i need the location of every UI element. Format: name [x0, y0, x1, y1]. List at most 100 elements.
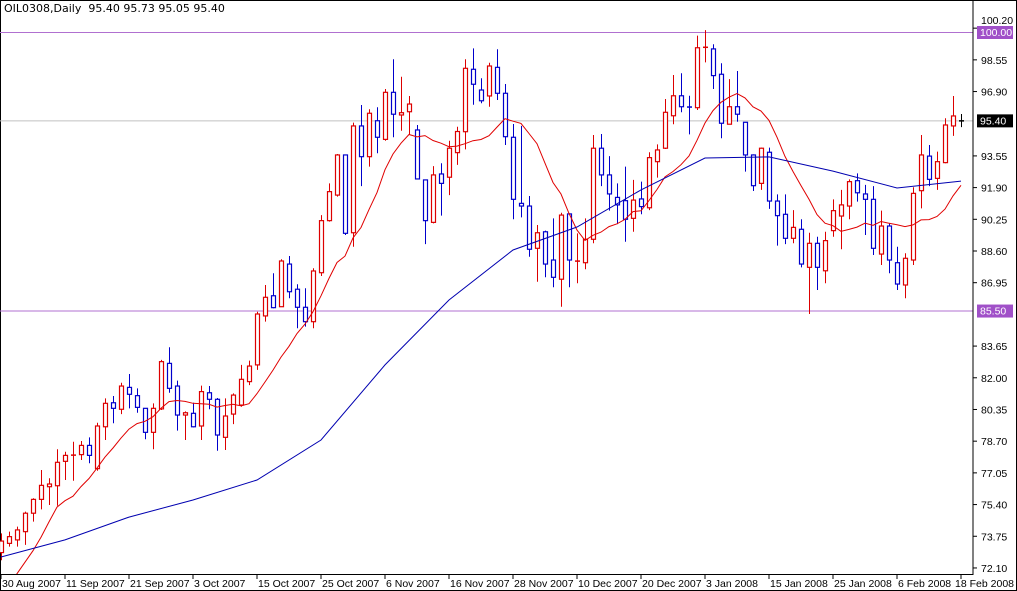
candle	[38, 469, 45, 510]
candle-body	[406, 103, 413, 113]
candle	[326, 183, 333, 222]
x-tick-label: 16 Nov 2007	[450, 578, 510, 590]
candle	[462, 59, 469, 150]
candle-body	[302, 306, 309, 323]
candle	[230, 393, 237, 425]
candle	[54, 449, 61, 506]
level-price-label: 100.00	[980, 27, 1012, 39]
y-tick-label: 73.75	[981, 531, 1007, 543]
candle-body	[950, 115, 957, 127]
candle-body	[886, 225, 893, 261]
y-tick-label: 90.25	[981, 214, 1007, 226]
candle-body	[934, 161, 941, 179]
candle	[78, 440, 85, 460]
candle	[670, 75, 677, 125]
candle	[278, 259, 285, 308]
candle-body	[598, 147, 605, 176]
candle-body	[422, 179, 429, 222]
candle	[166, 347, 173, 393]
candle	[174, 380, 181, 431]
candle-body	[494, 66, 501, 94]
candle-body	[478, 89, 485, 102]
candle	[398, 76, 405, 131]
candle	[510, 124, 517, 220]
candle-body	[326, 191, 333, 222]
candle-body	[470, 68, 477, 85]
candle-body	[662, 111, 669, 149]
candle-body	[694, 47, 701, 109]
candle	[726, 79, 733, 125]
candle-body	[830, 210, 837, 232]
y-tick-label: 83.65	[981, 341, 1007, 353]
slow-moving-average-line	[0, 156, 962, 558]
x-tick-label: 11 Sep 2007	[66, 578, 125, 590]
candle	[86, 437, 93, 464]
candle	[710, 44, 717, 90]
level-price-label-bg	[977, 26, 1013, 39]
candle-body	[22, 512, 29, 533]
candle-body	[134, 395, 141, 408]
candle-body	[30, 498, 37, 514]
candle	[126, 373, 133, 409]
candle-body	[150, 407, 157, 433]
candle-body	[838, 204, 845, 217]
candle-body	[518, 202, 525, 207]
candle-body	[414, 129, 421, 180]
candle-body	[870, 198, 877, 249]
candle	[110, 396, 117, 424]
candle	[286, 255, 293, 299]
time-axis: 30 Aug 2007 11 Sep 2007 21 Sep 2007 3 Oct 2…	[0, 574, 1014, 590]
candle-body	[790, 226, 797, 239]
candle-body	[638, 198, 645, 208]
candle-body	[358, 125, 365, 158]
candle-body	[94, 425, 101, 470]
candle	[406, 95, 413, 135]
x-tick-label: 28 Nov 2007	[514, 578, 574, 590]
symbol-label: OIL0308,Daily	[4, 2, 82, 15]
y-tick-label: 78.70	[981, 436, 1007, 448]
candle-body	[774, 200, 781, 217]
candle-body	[742, 121, 749, 156]
candle-body	[166, 362, 173, 389]
candle-body	[918, 154, 925, 192]
candle	[638, 181, 645, 215]
current-price-label-bg	[977, 114, 1013, 128]
candle-body	[854, 180, 861, 194]
candle-body	[318, 220, 325, 274]
candle	[494, 49, 501, 101]
candle	[622, 166, 629, 242]
candle-body	[350, 125, 357, 234]
candle	[550, 218, 557, 288]
candle-body	[182, 412, 189, 416]
candle	[382, 89, 389, 141]
x-tick-label: 20 Dec 2007	[642, 578, 702, 590]
candle-body	[46, 483, 53, 488]
candle	[814, 236, 821, 290]
candle	[766, 147, 773, 209]
candle	[518, 125, 525, 218]
candle	[678, 73, 685, 113]
candle-body	[862, 193, 869, 200]
current-price-label: 95.40	[980, 115, 1006, 127]
candle-body	[278, 260, 285, 308]
candle	[254, 311, 261, 370]
x-tick-label: 6 Feb 2008	[898, 578, 951, 590]
candle-body	[310, 270, 317, 323]
candle-body	[942, 124, 949, 164]
candle-body	[758, 147, 765, 184]
candle	[0, 533, 5, 561]
candle	[71, 441, 76, 481]
candle	[862, 184, 869, 236]
candle	[302, 288, 309, 327]
candle-body	[262, 296, 269, 317]
candle-body	[118, 385, 125, 410]
candle	[374, 107, 381, 154]
candle	[918, 134, 925, 209]
candle-body	[726, 106, 733, 125]
candle	[910, 187, 917, 266]
candle-body	[454, 130, 461, 154]
candle-body	[54, 461, 61, 487]
candle-body	[438, 173, 445, 184]
